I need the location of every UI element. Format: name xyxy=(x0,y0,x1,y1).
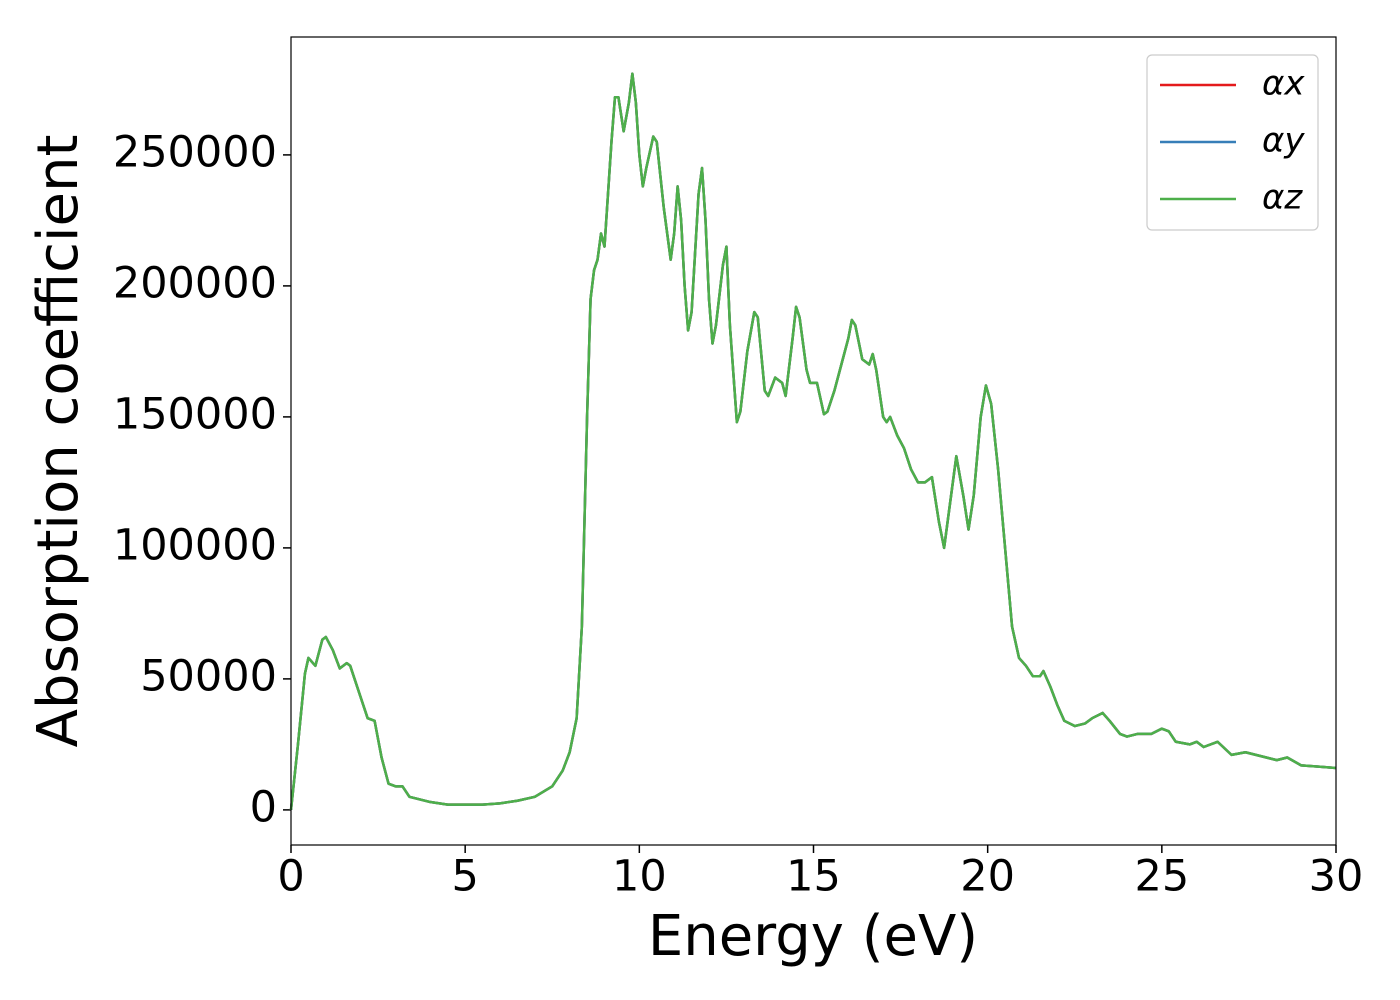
x-tick-label: 30 xyxy=(1309,852,1364,902)
x-tick-label: 25 xyxy=(1134,852,1189,902)
data-line xyxy=(289,72,1337,811)
x-tick-label: 0 xyxy=(277,852,304,902)
legend-label: αz xyxy=(1262,178,1303,218)
y-tick-label: 0 xyxy=(250,782,277,832)
y-tick-label: 200000 xyxy=(113,258,277,308)
x-axis-label: Energy (eV) xyxy=(648,904,978,969)
legend-label: αy xyxy=(1262,121,1305,161)
x-tick-label: 10 xyxy=(612,852,667,902)
y-tick-label: 50000 xyxy=(140,651,277,701)
x-tick-label: 15 xyxy=(786,852,841,902)
x-tick-label: 5 xyxy=(451,852,478,902)
legend-label: αx xyxy=(1262,64,1305,104)
y-tick-label: 100000 xyxy=(113,520,277,570)
y-tick-label: 250000 xyxy=(113,127,277,177)
x-tick-label: 20 xyxy=(960,852,1015,902)
y-axis-label: Absorption coefficient xyxy=(26,135,91,748)
y-tick-label: 150000 xyxy=(113,389,277,439)
plot-frame xyxy=(290,36,1337,846)
